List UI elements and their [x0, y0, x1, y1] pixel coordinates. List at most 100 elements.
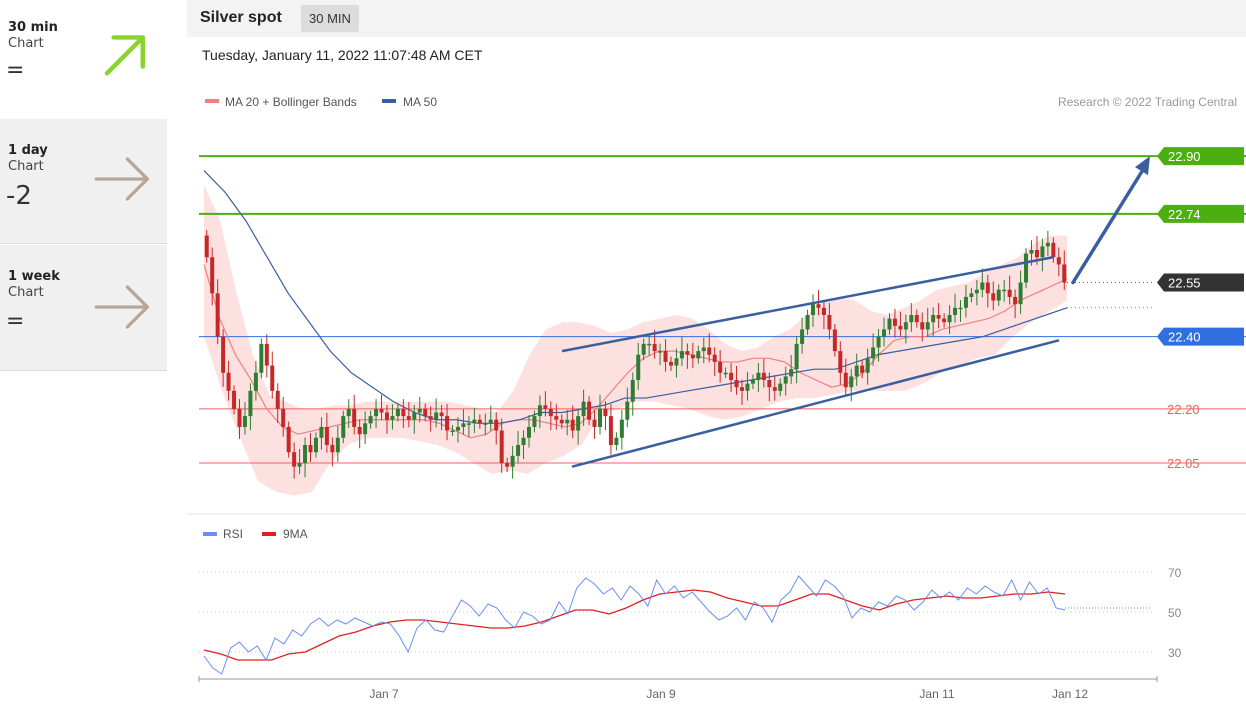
candle	[417, 396, 422, 423]
candle	[953, 293, 958, 323]
candle	[204, 230, 209, 263]
page-title: Silver spot	[200, 9, 282, 26]
sidebar-item-1day[interactable]: 1 day Chart -2	[0, 119, 167, 244]
resistance-level-tag: 22.90	[1157, 147, 1244, 166]
candle	[221, 329, 226, 387]
candle	[406, 402, 411, 428]
candle	[548, 401, 553, 431]
rsi-tick-label: 50	[1168, 606, 1182, 620]
ma50-legend-swatch	[382, 99, 396, 103]
ma50-line	[203, 170, 1068, 424]
candle	[292, 442, 297, 479]
candle	[374, 399, 379, 429]
candle	[324, 412, 329, 453]
candle	[428, 406, 433, 432]
sidebar-item-period: 1 day	[8, 143, 48, 158]
candle	[259, 338, 264, 379]
candle	[789, 355, 794, 384]
candle	[576, 408, 581, 445]
pivot-level-label: 22.40	[1168, 330, 1201, 345]
candle	[641, 338, 646, 361]
candle	[936, 303, 941, 329]
candle	[636, 342, 641, 390]
candle	[335, 425, 340, 462]
candle	[985, 274, 990, 308]
channel-lower-line	[571, 339, 1060, 468]
candle	[237, 399, 242, 439]
candle	[794, 336, 799, 384]
candle	[559, 414, 564, 429]
candle	[663, 339, 668, 372]
candle	[696, 345, 701, 364]
candle	[903, 314, 908, 344]
candle	[286, 421, 291, 458]
sidebar-item-30min[interactable]: 30 min Chart =	[0, 0, 167, 118]
candle	[963, 285, 968, 318]
candle	[226, 360, 231, 401]
candle	[745, 371, 750, 401]
candle	[849, 368, 854, 402]
candle	[980, 268, 985, 298]
timeframe-badge[interactable]: 30 MIN	[301, 5, 359, 32]
rsi-ma-legend-swatch	[262, 532, 276, 536]
candles	[204, 230, 1067, 479]
candle	[313, 432, 318, 458]
candle	[516, 430, 521, 464]
sidebar-item-score: -2	[6, 181, 32, 211]
rsi-legend-swatch	[203, 532, 217, 536]
x-axis: Jan 7 Jan 9 Jan 11 Jan 12	[198, 676, 1158, 701]
candle	[597, 394, 602, 435]
signal-sidebar: 30 min Chart = 1 day Chart -2 1 week Cha…	[0, 0, 167, 707]
rsi-tick-label: 30	[1168, 646, 1182, 660]
candle	[592, 409, 597, 439]
candle	[395, 403, 400, 422]
candle	[974, 279, 979, 306]
sidebar-item-1week[interactable]: 1 week Chart =	[0, 245, 167, 371]
last-level-tag: 22.55	[1157, 273, 1244, 292]
candle	[368, 410, 373, 429]
candle	[521, 430, 526, 460]
candle	[472, 407, 477, 434]
candle	[1045, 230, 1050, 257]
candle	[800, 317, 805, 354]
candle	[341, 410, 346, 444]
candle	[701, 337, 706, 364]
candle	[565, 409, 570, 436]
chart-header: Silver spot 30 MIN	[187, 0, 1246, 37]
candle	[352, 394, 357, 435]
candle	[488, 405, 493, 431]
chart-panel: Silver spot 30 MIN Tuesday, January 11, …	[187, 0, 1246, 707]
price-levels	[199, 155, 1246, 464]
candle	[669, 356, 674, 371]
candle	[423, 403, 428, 422]
channel-upper-line	[561, 255, 1054, 353]
candle	[750, 374, 755, 390]
rsi-pane: 70 50 30	[199, 566, 1182, 675]
candle	[1002, 279, 1007, 302]
candle	[630, 372, 635, 416]
indicator-lines	[203, 170, 1068, 439]
candle	[554, 404, 559, 430]
candle	[887, 313, 892, 335]
candle	[543, 391, 548, 417]
candle	[1056, 247, 1061, 277]
candle	[871, 333, 876, 366]
candle	[707, 333, 712, 363]
candle	[931, 307, 936, 337]
ma20-legend-label: MA 20 + Bollinger Bands	[225, 95, 357, 109]
resistance-level-tag: 22.74	[1157, 204, 1244, 223]
ma50-legend-label: MA 50	[403, 95, 437, 109]
right-arrow-icon	[94, 157, 150, 201]
candle	[674, 348, 679, 378]
candle	[281, 396, 286, 437]
candle	[772, 375, 777, 401]
candle	[1013, 289, 1018, 319]
candle	[827, 303, 832, 340]
candle	[264, 334, 269, 378]
resistance-level-label: 22.90	[1168, 149, 1201, 164]
candle	[996, 284, 1001, 306]
candle	[434, 398, 439, 428]
candle	[445, 404, 450, 441]
candle	[658, 343, 663, 366]
candle	[712, 347, 717, 377]
